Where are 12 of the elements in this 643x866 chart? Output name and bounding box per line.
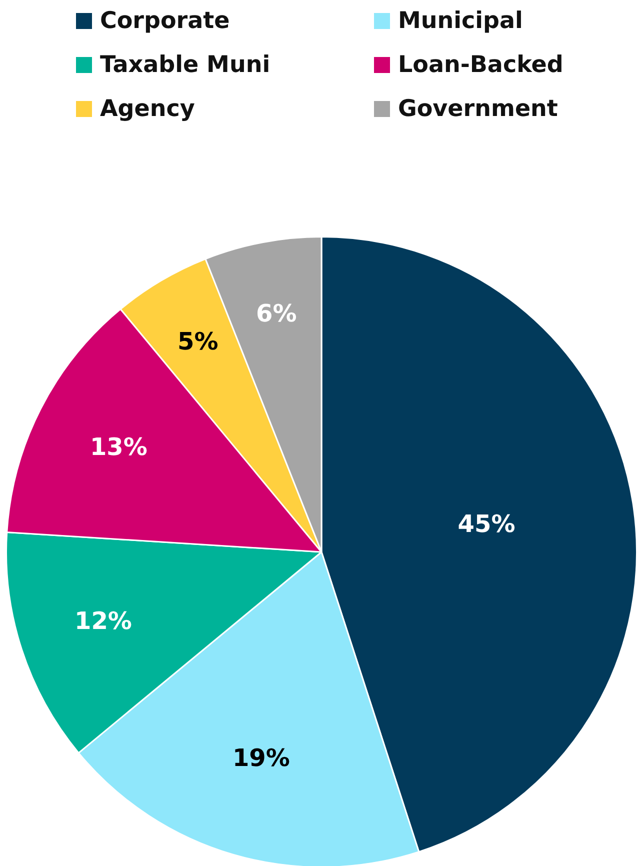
data-label: 6% — [256, 300, 297, 328]
legend-label: Agency — [100, 96, 195, 122]
data-label: 45% — [458, 510, 516, 538]
data-label: 5% — [178, 327, 218, 356]
data-label: 13% — [90, 432, 148, 461]
legend-label: Municipal — [398, 8, 523, 34]
data-label: 19% — [232, 744, 290, 772]
data-label: 12% — [74, 607, 132, 636]
legend-label: Taxable Muni — [100, 52, 270, 78]
legend-label: Corporate — [100, 8, 230, 34]
legend-label: Government — [398, 96, 558, 122]
legend-label: Loan-Backed — [398, 52, 564, 78]
